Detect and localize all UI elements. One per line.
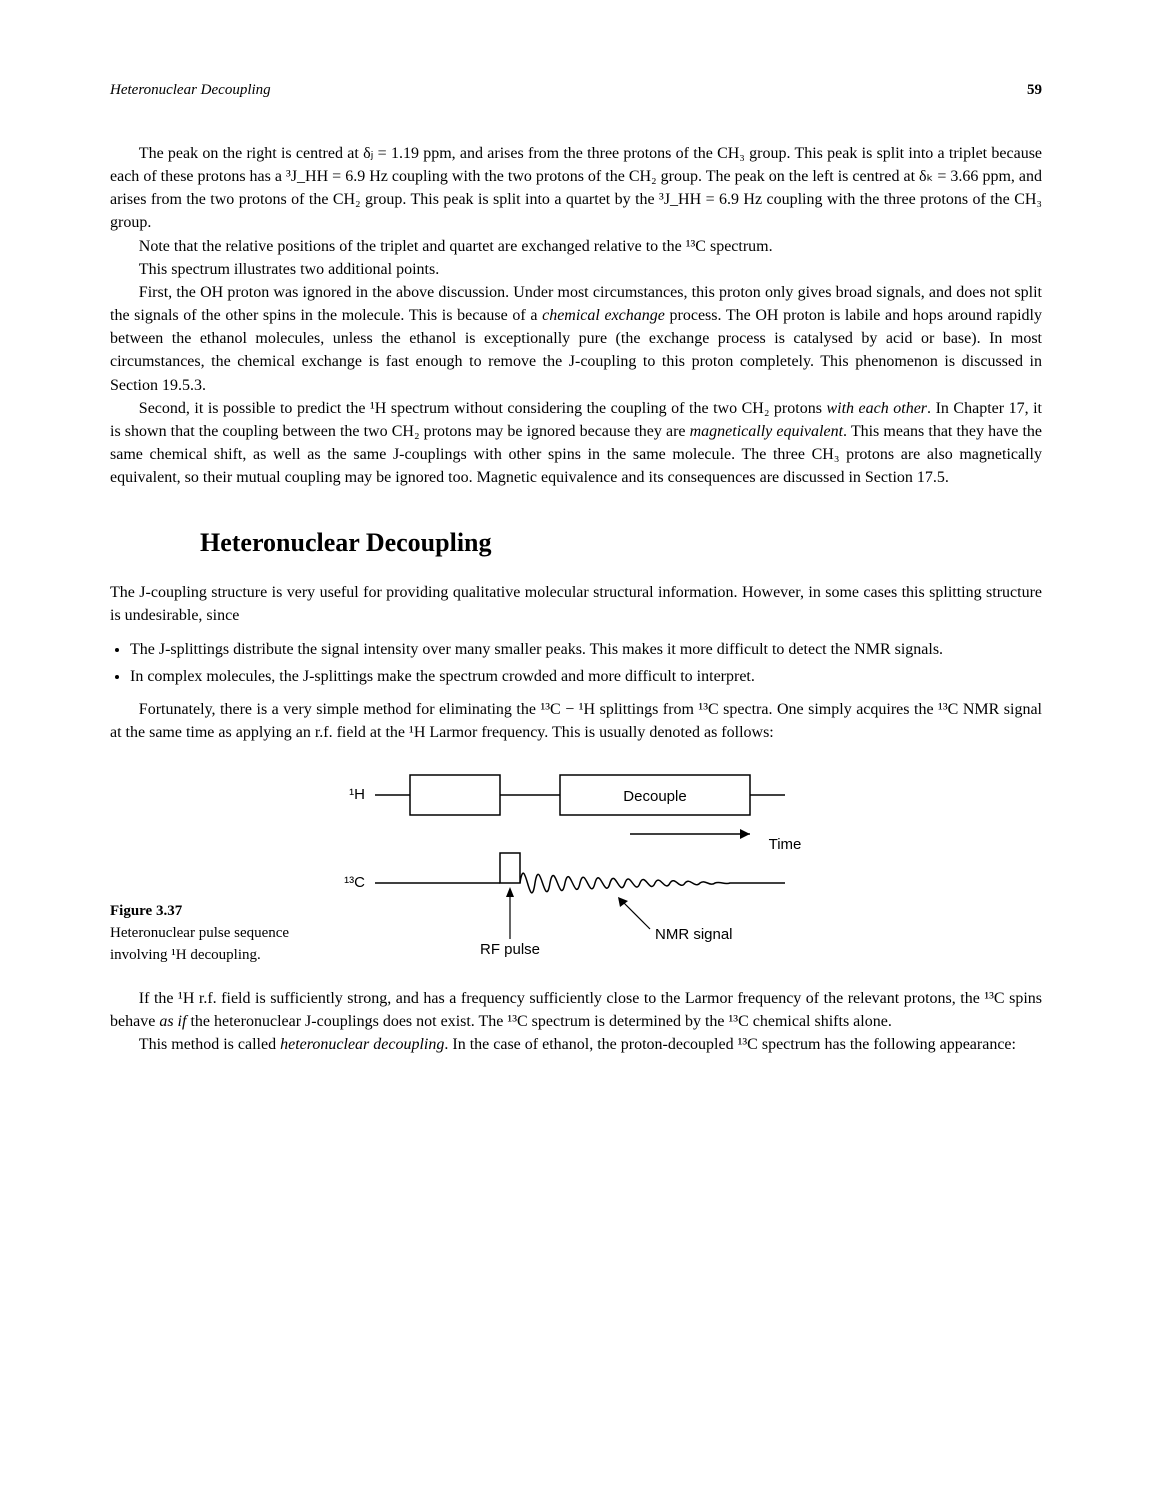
paragraph-4: First, the OH proton was ignored in the … [110, 281, 1042, 397]
text: . In the case of ethanol, the proton-dec… [444, 1036, 1016, 1053]
text: Second, it is possible to predict the ¹H… [139, 400, 827, 417]
label-nmr-signal: NMR signal [655, 926, 733, 943]
figure-caption: Figure 3.37 Heteronuclear pulse sequence… [110, 901, 330, 966]
italic-term: magnetically equivalent [690, 423, 843, 440]
arrowhead-icon [506, 887, 514, 897]
paragraph-7: Fortunately, there is a very simple meth… [110, 698, 1042, 744]
page-header: Heteronuclear Decoupling 59 [110, 80, 1042, 102]
paragraph-9: This method is called heteronuclear deco… [110, 1033, 1042, 1056]
figure-number: Figure 3.37 [110, 901, 310, 923]
paragraph-6: The J-coupling structure is very useful … [110, 581, 1042, 627]
arrowhead-icon [740, 829, 750, 839]
list-item: In complex molecules, the J-splittings m… [130, 665, 1042, 688]
figure-diagram: ¹H Decouple Time ¹³C RF pulse [330, 769, 1042, 966]
inline-equation: ³J_HH = 6.9 Hz [659, 191, 762, 208]
page-number: 59 [1027, 80, 1042, 102]
fid-signal [520, 874, 785, 894]
list-item: The J-splittings distribute the signal i… [130, 638, 1042, 661]
italic-term: with each other [826, 400, 927, 417]
label-1h: ¹H [349, 786, 365, 803]
running-title: Heteronuclear Decoupling [110, 80, 271, 102]
italic-term: as if [159, 1013, 186, 1030]
paragraph-5: Second, it is possible to predict the ¹H… [110, 397, 1042, 490]
label-13c: ¹³C [344, 874, 365, 891]
label-decouple: Decouple [623, 788, 686, 805]
label-rf-pulse: RF pulse [480, 941, 540, 958]
text: the heteronuclear J-couplings does not e… [186, 1013, 891, 1030]
paragraph-3: This spectrum illustrates two additional… [110, 258, 1042, 281]
rf-pulse-box [500, 853, 520, 883]
paragraph-8: If the ¹H r.f. field is sufficiently str… [110, 987, 1042, 1033]
figure-caption-text: Heteronuclear pulse sequence involving ¹… [110, 923, 310, 967]
text: coupling with the two protons of the CH₂… [388, 168, 919, 185]
label-time: Time [769, 836, 802, 853]
italic-term: chemical exchange [542, 307, 665, 324]
figure-3-37: Figure 3.37 Heteronuclear pulse sequence… [110, 769, 1042, 966]
paragraph-1: The peak on the right is centred at δⱼ =… [110, 142, 1042, 235]
inline-equation: ³J_HH = 6.9 Hz [286, 168, 388, 185]
text: The peak on the right is centred at [139, 145, 363, 162]
inline-equation: δₖ = 3.66 ppm [919, 168, 1011, 185]
pulse-box [410, 775, 500, 815]
text: This method is called [139, 1036, 280, 1053]
inline-equation: δⱼ = 1.19 ppm [363, 145, 452, 162]
paragraph-2: Note that the relative positions of the … [110, 235, 1042, 258]
italic-term: heteronuclear decoupling [280, 1036, 444, 1053]
section-title: Heteronuclear Decoupling [200, 524, 1042, 562]
bullet-list: The J-splittings distribute the signal i… [110, 638, 1042, 688]
